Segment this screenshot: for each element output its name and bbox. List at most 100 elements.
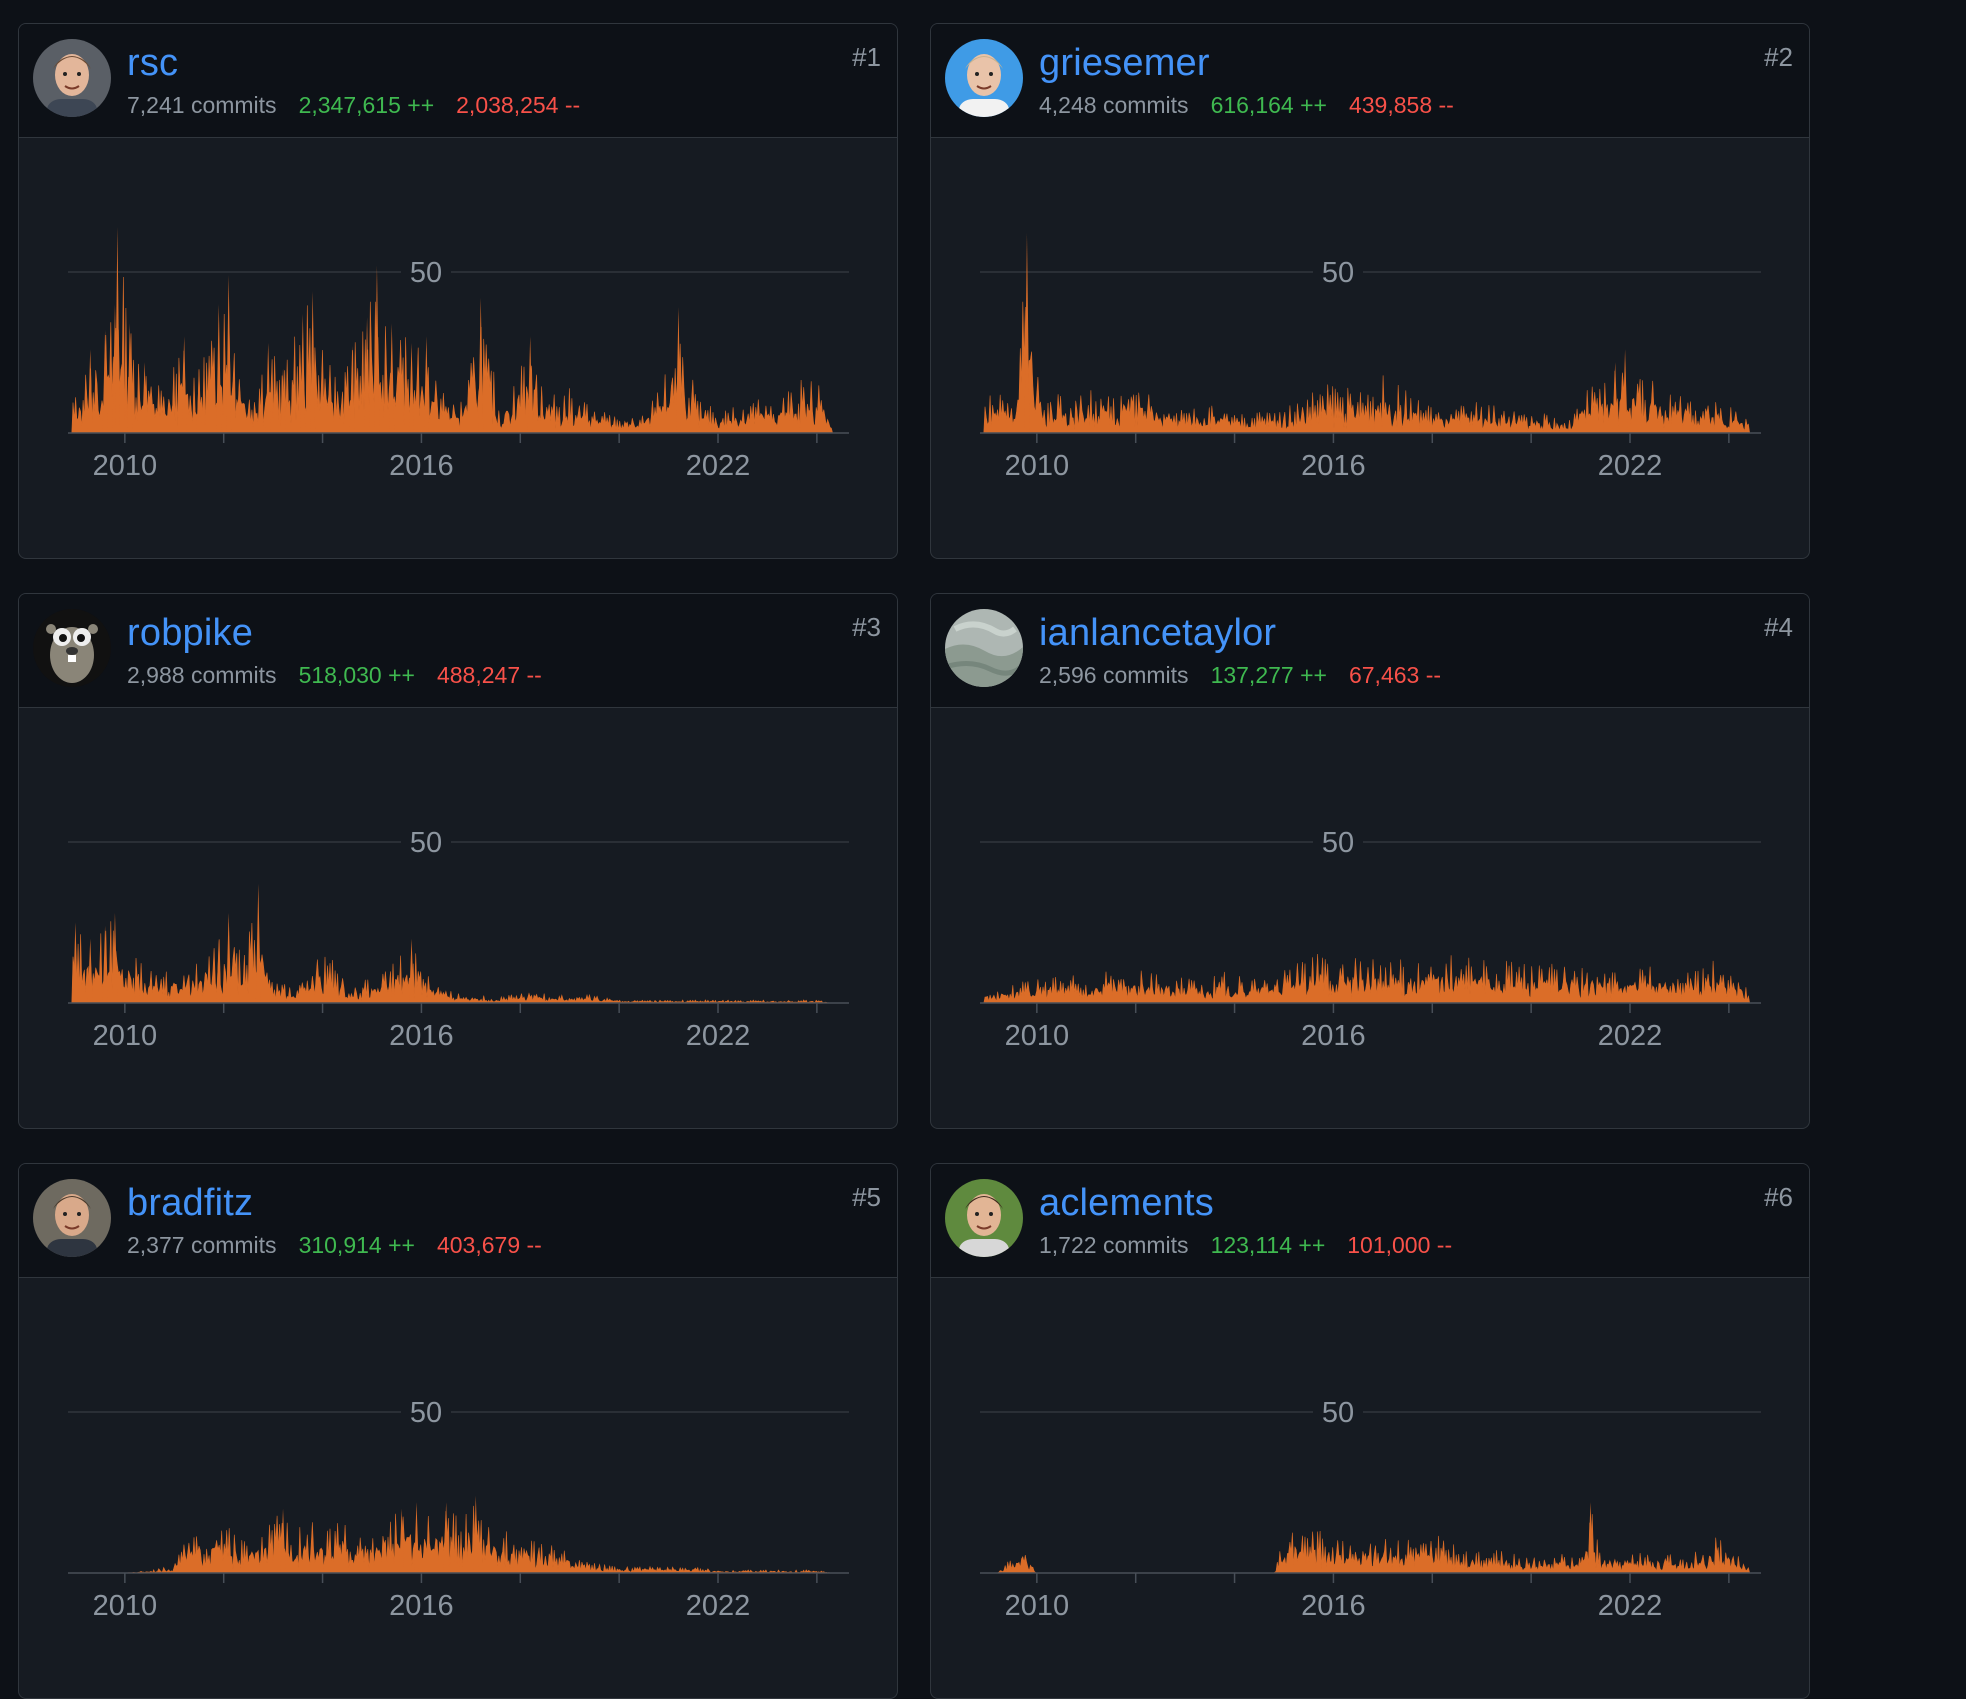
x-tick-label: 2010	[1005, 1020, 1070, 1052]
commit-peak	[1024, 233, 1030, 433]
commit-count[interactable]: 7,241 commits	[127, 92, 277, 118]
contributor-stats: 2,596 commits 137,277 ++ 67,463 --	[1039, 661, 1441, 691]
commit-activity-chart: 50 2010 2016 2022	[931, 708, 1809, 1128]
commit-peak	[409, 342, 415, 433]
avatar[interactable]	[33, 39, 111, 117]
commit-peak	[478, 297, 484, 433]
contributor-header: ianlancetaylor 2,596 commits 137,277 ++ 67…	[931, 594, 1809, 708]
commit-peak	[112, 912, 118, 1003]
commit-area	[980, 953, 1761, 1004]
contributor-stats: 4,248 commits 616,164 ++ 439,858 --	[1039, 91, 1454, 121]
contributor-header: aclements 1,722 commits 123,114 ++ 101,000…	[931, 1164, 1809, 1278]
contributor-card: aclements 1,722 commits 123,114 ++ 101,000…	[930, 1163, 1810, 1699]
commit-peak	[413, 1502, 419, 1573]
deletions-count: 2,038,254 --	[456, 92, 581, 118]
contributor-login-link[interactable]: griesemer	[1039, 42, 1210, 84]
contributor-stats: 1,722 commits 123,114 ++ 101,000 --	[1039, 1231, 1452, 1261]
commit-peak	[102, 925, 108, 1003]
avatar[interactable]	[33, 609, 111, 687]
commit-peak	[1587, 1502, 1593, 1573]
contributor-login-link[interactable]: bradfitz	[127, 1182, 254, 1224]
y-tick-label: 50	[1322, 1397, 1354, 1429]
deletions-count: 488,247 --	[436, 662, 542, 688]
commit-count[interactable]: 2,988 commits	[127, 662, 277, 688]
commit-peak	[675, 307, 681, 433]
y-tick-label-bg	[1313, 825, 1363, 857]
contributor-login-link[interactable]: ianlancetaylor	[1039, 612, 1277, 654]
additions-count: 310,914 ++	[298, 1232, 415, 1258]
y-tick-label: 50	[1322, 257, 1354, 289]
contributor-login-link[interactable]: rsc	[127, 42, 179, 84]
commit-peak	[423, 336, 429, 433]
deletions-count: 403,679 --	[436, 1232, 542, 1258]
commit-peak	[1622, 349, 1628, 433]
commit-peak	[102, 329, 108, 433]
x-tick-label: 2022	[1598, 1590, 1663, 1622]
commit-area	[68, 921, 849, 1004]
commit-area-svg: 50 2010 2016 2022	[980, 825, 1761, 1052]
commit-peak	[265, 342, 271, 433]
commit-area-svg: 50 2010 2016 2022	[68, 1395, 849, 1622]
contributor-card: bradfitz 2,377 commits 310,914 ++ 403,679 …	[18, 1163, 898, 1699]
gopher-avatar-icon	[33, 609, 111, 687]
commit-peak	[364, 317, 370, 433]
contributor-header: rsc 7,241 commits 2,347,615 ++ 2,038,254 -…	[19, 24, 897, 138]
avatar[interactable]	[945, 609, 1023, 687]
commit-peak	[87, 349, 93, 433]
contributor-stats: 7,241 commits 2,347,615 ++ 2,038,254 --	[127, 91, 580, 121]
avatar[interactable]	[945, 1179, 1023, 1257]
commit-peak	[226, 275, 232, 433]
commit-peak	[216, 304, 222, 433]
avatar-photo-icon	[945, 39, 1023, 117]
commit-activity-chart: 50 2010 2016 2022	[19, 1278, 897, 1698]
x-tick-label: 2022	[686, 1590, 751, 1622]
contributor-stats: 2,377 commits 310,914 ++ 403,679 --	[127, 1231, 542, 1261]
y-tick-label: 50	[1322, 827, 1354, 859]
commit-peak	[399, 1508, 405, 1573]
y-tick-label-bg	[1313, 255, 1363, 287]
contributors-grid: rsc 7,241 commits 2,347,615 ++ 2,038,254 -…	[18, 23, 1810, 1699]
contributor-card: ianlancetaylor 2,596 commits 137,277 ++ 67…	[930, 593, 1810, 1129]
commit-peak	[527, 336, 533, 433]
x-tick-label: 2016	[1301, 1020, 1366, 1052]
additions-count: 616,164 ++	[1210, 92, 1327, 118]
avatar-photo-icon	[945, 1179, 1023, 1257]
commit-peak	[280, 1508, 286, 1573]
contributor-login-link[interactable]: robpike	[127, 612, 254, 654]
commit-peak	[300, 313, 306, 433]
x-tick-label: 2016	[389, 450, 454, 482]
commit-count[interactable]: 2,596 commits	[1039, 662, 1189, 688]
commit-peak	[216, 938, 222, 1003]
contributor-rank: #6	[1764, 1182, 1793, 1212]
x-tick-label: 2010	[93, 1590, 158, 1622]
deletions-count: 439,858 --	[1348, 92, 1454, 118]
commit-area	[980, 1514, 1761, 1574]
commit-area	[68, 1505, 849, 1574]
avatar[interactable]	[33, 1179, 111, 1257]
commit-peak	[443, 1502, 449, 1573]
contributor-rank: #3	[852, 612, 881, 642]
y-tick-label-bg	[401, 1395, 451, 1427]
commit-peak	[280, 368, 286, 433]
commit-peak	[181, 336, 187, 433]
x-tick-label: 2022	[1598, 450, 1663, 482]
x-tick-label: 2010	[1005, 450, 1070, 482]
commit-count[interactable]: 1,722 commits	[1039, 1232, 1189, 1258]
commit-peak	[255, 883, 261, 1003]
contributor-card: rsc 7,241 commits 2,347,615 ++ 2,038,254 -…	[18, 23, 898, 559]
commit-activity-chart: 50 2010 2016 2022	[19, 138, 897, 558]
commit-peak	[374, 265, 380, 433]
commit-activity-chart: 50 2010 2016 2022	[931, 138, 1809, 558]
additions-count: 137,277 ++	[1210, 662, 1327, 688]
contributor-rank: #5	[852, 1182, 881, 1212]
commit-count[interactable]: 4,248 commits	[1039, 92, 1189, 118]
avatar[interactable]	[945, 39, 1023, 117]
commit-peak	[1612, 362, 1618, 433]
x-tick-label: 2016	[1301, 1590, 1366, 1622]
commit-activity-chart: 50 2010 2016 2022	[931, 1278, 1809, 1698]
commit-peak	[226, 912, 232, 1003]
x-tick-label: 2022	[1598, 1020, 1663, 1052]
commit-count[interactable]: 2,377 commits	[127, 1232, 277, 1258]
contributor-login-link[interactable]: aclements	[1039, 1182, 1214, 1224]
x-tick-label: 2010	[93, 450, 158, 482]
